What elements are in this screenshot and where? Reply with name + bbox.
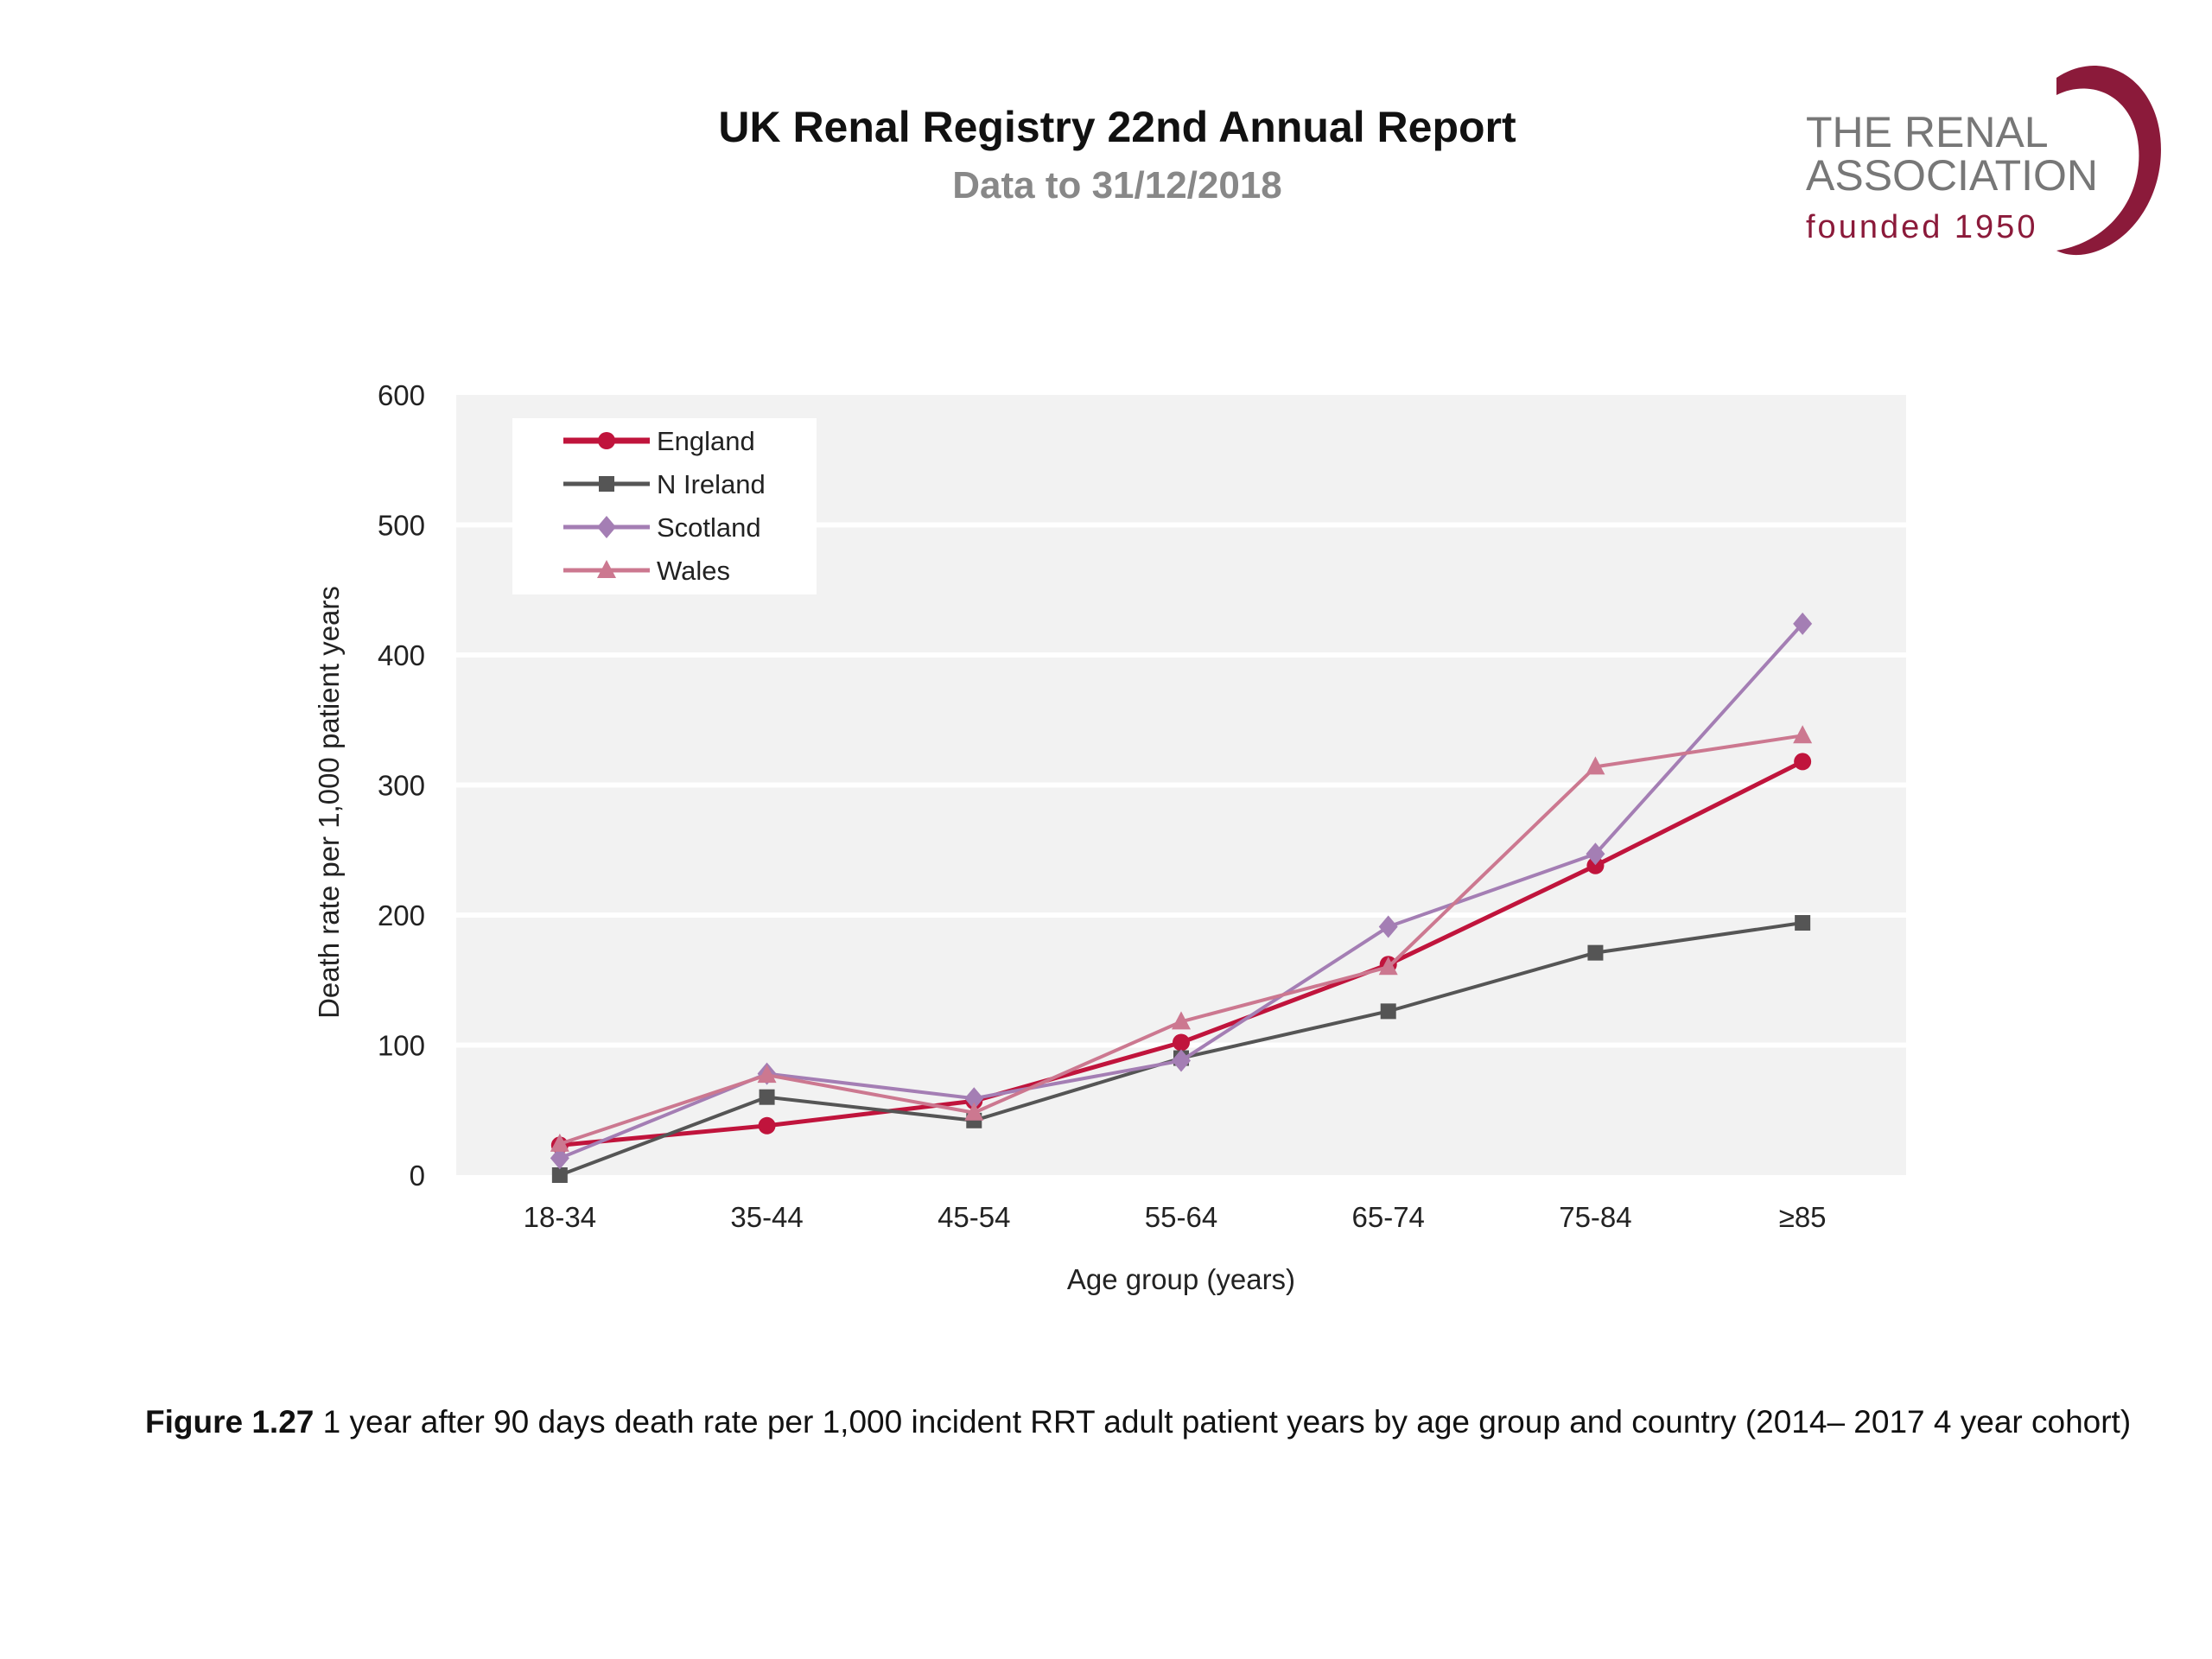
data-point-scotland [1793, 612, 1813, 635]
data-point-wales [1172, 1011, 1191, 1030]
legend-label-scotland: Scotland [657, 512, 761, 543]
data-point-n-ireland [1587, 944, 1604, 961]
legend [512, 418, 817, 594]
figure-caption: Figure 1.27 1 year after 90 days death r… [145, 1400, 2133, 1445]
data-point-wales [1378, 957, 1398, 976]
legend-marker-england [598, 432, 615, 449]
y-tick-label: 200 [378, 899, 425, 931]
y-tick-label: 300 [378, 770, 425, 802]
svg-text:ASSOCIATION: ASSOCIATION [1806, 151, 2098, 200]
data-point-n-ireland [1380, 1003, 1396, 1020]
data-point-scotland [964, 1087, 984, 1110]
data-point-n-ireland [759, 1089, 775, 1105]
x-tick-label: 35-44 [730, 1201, 803, 1233]
y-axis-label: Death rate per 1,000 patient years [313, 586, 345, 1019]
legend-label-england: England [657, 426, 755, 456]
data-point-wales [964, 1102, 984, 1121]
data-point-england [1586, 856, 1605, 874]
data-point-wales [1586, 756, 1605, 775]
figure-label: Figure 1.27 [145, 1404, 315, 1440]
renal-association-logo: THE RENAL ASSOCIATION founded 1950 [1806, 66, 2161, 256]
legend-label-n-ireland: N Ireland [657, 469, 766, 499]
data-point-n-ireland [551, 1167, 568, 1183]
data-point-wales [757, 1065, 777, 1084]
y-tick-label: 500 [378, 510, 425, 542]
data-point-n-ireland [1795, 915, 1811, 931]
data-point-scotland [1586, 842, 1605, 866]
svg-text:THE RENAL: THE RENAL [1806, 108, 2049, 156]
x-tick-label: 55-64 [1145, 1201, 1217, 1233]
x-axis-label: Age group (years) [1067, 1263, 1295, 1295]
x-tick-label: 65-74 [1352, 1201, 1425, 1233]
data-point-wales [1793, 725, 1813, 744]
data-point-scotland [1378, 915, 1398, 938]
y-tick-label: 600 [378, 379, 425, 411]
figure-caption-text: 1 year after 90 days death rate per 1,00… [314, 1404, 2132, 1440]
legend-label-wales: Wales [657, 556, 730, 586]
data-point-wales [550, 1133, 569, 1152]
data-point-scotland [550, 1147, 569, 1170]
x-tick-label: ≥85 [1779, 1201, 1827, 1233]
data-point-england [1173, 1033, 1190, 1052]
report-subtitle: Data to 31/12/2018 [952, 164, 1282, 207]
x-tick-label: 75-84 [1559, 1201, 1631, 1233]
y-tick-label: 400 [378, 639, 425, 671]
legend-marker-n-ireland [599, 476, 614, 492]
y-tick-label: 0 [410, 1160, 425, 1192]
line-chart: 0 100 200 300 400 500 600 18-34 35-44 45-54 55-64 6… [313, 379, 1906, 1295]
data-point-england [758, 1116, 776, 1135]
legend-marker-wales [597, 560, 616, 578]
svg-text:founded 1950: founded 1950 [1806, 209, 2037, 245]
legend-marker-scotland [597, 516, 616, 538]
x-tick-label: 18-34 [524, 1201, 596, 1233]
report-title: UK Renal Registry 22nd Annual Report [718, 103, 1516, 151]
data-point-scotland [1172, 1049, 1191, 1072]
data-point-england [1794, 753, 1812, 771]
y-tick-label: 100 [378, 1030, 425, 1062]
x-tick-label: 45-54 [938, 1201, 1010, 1233]
